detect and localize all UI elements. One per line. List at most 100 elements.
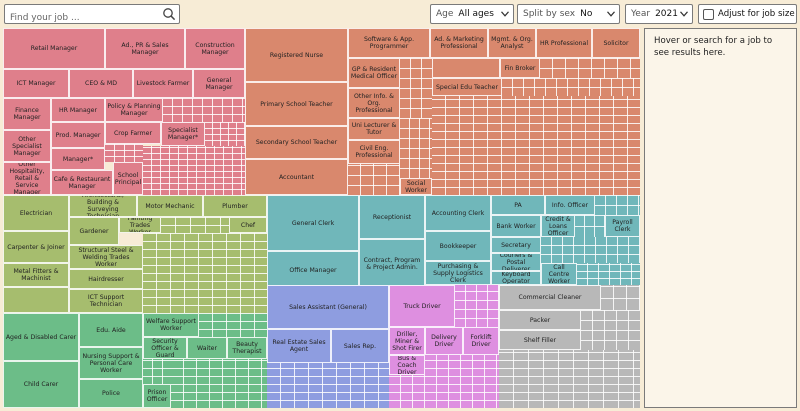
job-tile[interactable]: Driller, Miner & Shot Firer	[389, 327, 425, 355]
search-icon[interactable]	[162, 7, 176, 21]
job-tile[interactable]: Child Carer	[3, 361, 79, 408]
job-tile[interactable]: Civil Eng. Professional	[348, 140, 400, 164]
job-grid[interactable]	[541, 237, 640, 263]
job-tile[interactable]: Bus & Coach Driver	[389, 355, 425, 375]
job-tile[interactable]: Nursing Support & Personal Care Worker	[79, 347, 143, 379]
job-tile[interactable]: PA	[491, 195, 545, 215]
job-grid[interactable]	[575, 215, 605, 237]
job-tile[interactable]: Beauty Therapist	[227, 337, 267, 359]
job-tile[interactable]: Other Hospitality, Retail & Service Mana…	[3, 162, 51, 195]
job-tile[interactable]: Secretary	[491, 237, 541, 253]
job-tile[interactable]: Delivery Driver	[425, 327, 463, 355]
job-tile[interactable]: Shelf Filler	[499, 330, 581, 350]
job-grid[interactable]	[400, 88, 432, 118]
job-tile[interactable]: Other Info. & Org. Professional	[348, 88, 400, 118]
job-tile[interactable]: Construction Manager	[185, 28, 245, 69]
job-tile[interactable]: Uni Lecturer & Tutor	[348, 118, 400, 140]
job-tile[interactable]: Software & App. Programmer	[348, 28, 430, 58]
job-tile[interactable]: Secondary School Teacher	[245, 126, 348, 159]
job-tile[interactable]: Specialist Manager*	[161, 122, 205, 146]
job-tile[interactable]: Ad., PR & Sales Manager	[105, 28, 185, 69]
job-tile[interactable]: Welfare Support Worker	[143, 313, 199, 337]
job-tile[interactable]: Truck Driver	[389, 285, 455, 327]
job-grid[interactable]	[143, 359, 171, 384]
job-tile[interactable]: Security Officer & Guard	[143, 337, 187, 359]
job-tile[interactable]	[432, 58, 500, 78]
job-grid[interactable]	[502, 78, 640, 96]
job-tile[interactable]: Hairdresser	[69, 269, 143, 289]
job-grid[interactable]	[400, 118, 432, 178]
job-grid[interactable]	[389, 375, 425, 408]
job-tile[interactable]: Retail Manager	[3, 28, 105, 69]
job-tile[interactable]: Carpenter & Joiner	[3, 231, 69, 263]
job-tile[interactable]: Commercial Cleaner	[499, 285, 601, 310]
job-tile[interactable]: Contract, Program & Project Admin.	[359, 239, 425, 289]
adjust-toggle[interactable]: Adjust for job size	[698, 4, 797, 24]
job-tile[interactable]: Electrician	[3, 195, 69, 231]
job-grid[interactable]	[105, 144, 143, 162]
job-tile[interactable]: Edu. Aide	[79, 313, 143, 347]
job-grid[interactable]	[432, 96, 640, 195]
job-tile[interactable]: Painting Trades Worker	[119, 217, 161, 233]
job-grid[interactable]	[595, 195, 640, 215]
job-tile[interactable]: ICT Support Technician	[69, 289, 143, 313]
job-grid[interactable]	[540, 58, 640, 78]
job-grid[interactable]	[455, 285, 499, 327]
split-select[interactable]: Split by sex No	[517, 4, 620, 24]
job-tile[interactable]: Police	[79, 379, 143, 408]
job-tile[interactable]: Plumber	[203, 195, 267, 217]
job-tile[interactable]: Bookkeeper	[425, 231, 491, 261]
job-tile[interactable]: Prod. Manager	[51, 122, 105, 148]
job-tile[interactable]: Sales Assistant (General)	[267, 285, 389, 329]
age-select[interactable]: Age All ages	[430, 4, 514, 24]
job-tile[interactable]: Couriers & Postal Deliverer	[491, 253, 541, 271]
job-grid[interactable]	[348, 164, 400, 195]
job-tile[interactable]: Sales Rep.	[331, 329, 389, 363]
job-tile[interactable]: Packer	[499, 310, 581, 330]
job-tile[interactable]: HR Professional	[536, 28, 592, 58]
job-tile[interactable]: Keyboard Operator	[491, 271, 541, 285]
job-tile[interactable]: Architectural, Building & Surveying Tech…	[69, 195, 137, 217]
job-tile[interactable]: Solicitor	[592, 28, 640, 58]
job-tile[interactable]: Gardener	[69, 217, 119, 245]
job-tile[interactable]: Policy & Planning Manager	[105, 98, 163, 122]
job-tile[interactable]: Forklift Driver	[463, 327, 499, 355]
job-tile[interactable]: Motor Mechanic	[137, 195, 203, 217]
job-grid[interactable]	[199, 313, 267, 337]
job-tile[interactable]: Special Edu Teacher	[432, 78, 502, 96]
job-tile[interactable]: Bank Worker	[491, 215, 541, 237]
job-grid[interactable]	[267, 363, 389, 408]
job-grid[interactable]	[143, 233, 267, 313]
job-grid[interactable]	[400, 58, 432, 88]
year-select[interactable]: Year 2021	[625, 4, 693, 24]
job-grid[interactable]	[601, 285, 640, 310]
job-grid[interactable]	[163, 98, 245, 122]
job-tile[interactable]: Crop Farmer	[105, 122, 161, 144]
job-tile[interactable]: Manager*	[51, 148, 105, 170]
job-tile[interactable]: Call Centre Worker	[541, 263, 577, 285]
search-input[interactable]	[5, 9, 160, 27]
job-tile[interactable]: Metal Fitters & Machinist	[3, 263, 69, 287]
job-tile[interactable]: Cafe & Restaurant Manager	[51, 170, 113, 195]
job-tile[interactable]: Mgmt. & Org. Analyst	[488, 28, 536, 58]
job-tile[interactable]: Receptionist	[359, 195, 425, 239]
job-tile[interactable]: Registered Nurse	[245, 28, 348, 82]
job-grid[interactable]	[577, 263, 640, 285]
job-tile[interactable]: Structural Steel & Welding Trades Worker	[69, 245, 143, 269]
job-tile[interactable]	[3, 287, 69, 313]
job-tile[interactable]: Fin Broker	[500, 58, 540, 78]
job-tile[interactable]: School Principal	[113, 162, 143, 195]
job-tile[interactable]: Credit & Loans Officer	[541, 215, 575, 237]
job-tile[interactable]: Purchasing & Supply Logistics Clerk	[425, 261, 491, 285]
job-tile[interactable]: HR Manager	[51, 98, 105, 122]
job-tile[interactable]: Waiter	[187, 337, 227, 359]
job-tile[interactable]: Primary School Teacher	[245, 82, 348, 126]
job-tile[interactable]: Prison Officer	[143, 384, 171, 408]
search-box[interactable]	[4, 4, 180, 27]
job-tile[interactable]: Info. Officer	[545, 195, 595, 215]
job-grid[interactable]	[499, 350, 640, 408]
job-grid[interactable]	[171, 359, 267, 408]
job-grid[interactable]	[425, 355, 499, 408]
job-tile[interactable]: ICT Manager	[3, 69, 69, 98]
job-tile[interactable]: Chef	[229, 217, 267, 233]
